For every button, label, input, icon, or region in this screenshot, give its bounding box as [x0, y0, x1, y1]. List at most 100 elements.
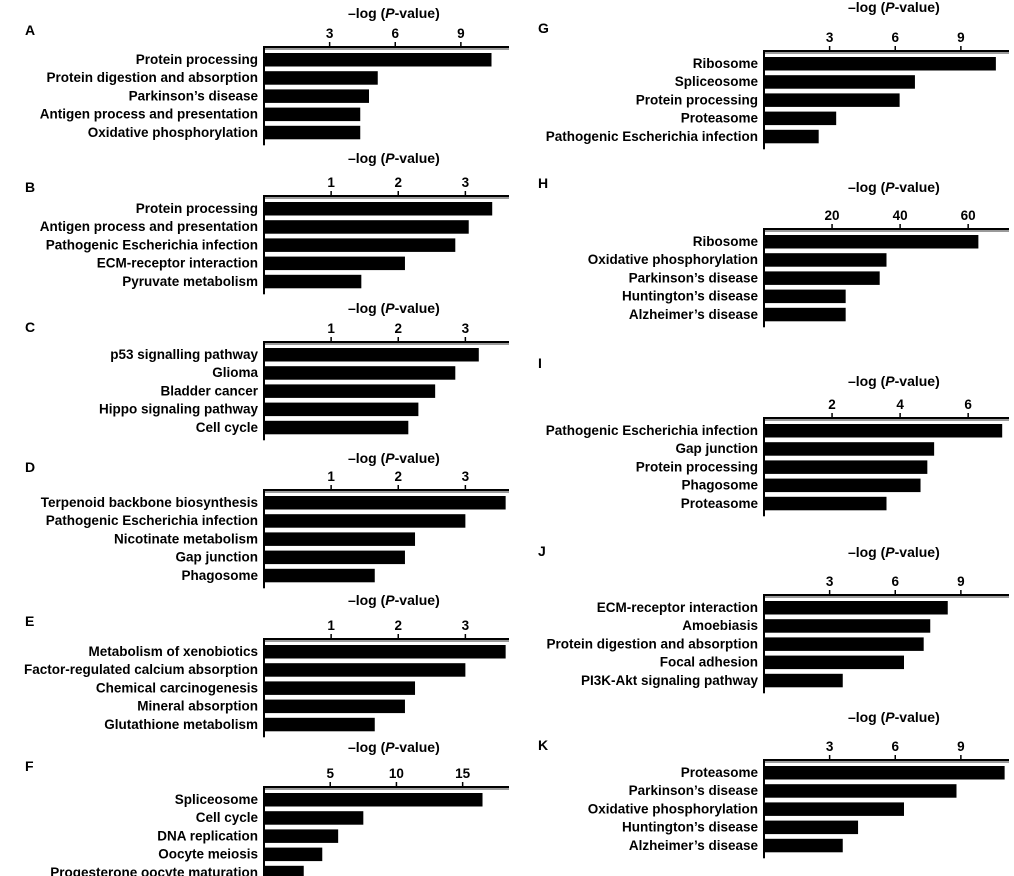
chart-panel-b: B –log (P-value) 1 2 3 Protein processing Anti… [25, 150, 509, 295]
chart-panel-a: A –log (P-value) 3 6 9 Protein processing Prot… [25, 5, 509, 146]
category-label: Progesterone oocyte maturation [50, 865, 258, 876]
category-label: Protein processing [136, 201, 258, 216]
x-tick-label: 9 [957, 30, 965, 45]
bar-2 [764, 253, 887, 267]
panel-letter: D [25, 459, 35, 475]
x-tick-label: 1 [327, 321, 335, 336]
x-tick-label: 4 [896, 397, 904, 412]
bar-4 [264, 402, 419, 417]
chart-panel-k: K –log (P-value) 3 6 9 Proteasome Parkinson’s … [538, 709, 1009, 859]
category-label: Pyruvate metabolism [122, 274, 258, 289]
category-label: Protein digestion and absorption [546, 636, 758, 651]
category-label: p53 signalling pathway [110, 347, 258, 362]
bar-1 [264, 348, 479, 362]
category-label: Parkinson’s disease [629, 783, 759, 798]
x-tick-label: 20 [825, 208, 840, 223]
chart-panel-c: C –log (P-value) 1 2 3 p53 signalling pathway… [25, 300, 509, 441]
bar-1 [764, 424, 1003, 438]
bar-5 [764, 496, 887, 511]
bar-1 [764, 601, 948, 615]
category-label: Hippo signaling pathway [99, 402, 258, 417]
category-label: Protein processing [136, 52, 258, 67]
x-tick-label: 40 [893, 208, 908, 223]
bar-2 [264, 811, 364, 825]
category-label: Spliceosome [675, 74, 759, 89]
bar-4 [764, 655, 904, 670]
category-label: Ribosome [693, 234, 759, 249]
category-label: Bladder cancer [160, 383, 258, 398]
x-tick-label: 2 [394, 469, 402, 484]
category-label: Proteasome [681, 765, 759, 780]
category-label: Parkinson’s disease [129, 88, 259, 103]
category-label: PI3K-Akt signaling pathway [581, 673, 759, 688]
bar-5 [764, 129, 819, 144]
panel-letter: G [538, 20, 549, 36]
x-tick-label: 6 [891, 739, 899, 754]
category-label: Cell cycle [196, 810, 259, 825]
x-tick-label: 3 [462, 175, 470, 190]
bar-3 [264, 238, 456, 252]
bar-1 [764, 57, 996, 71]
bar-4 [264, 699, 405, 714]
panel-letter: J [538, 543, 546, 559]
category-label: Focal adhesion [660, 655, 758, 670]
bar-4 [764, 111, 837, 126]
axis-title: –log (P-value) [348, 739, 440, 755]
bar-5 [264, 420, 409, 435]
bar-1 [264, 53, 492, 67]
chart-panel-g: G –log (P-value) 3 6 9 Ribosome Spliceosome Pro… [538, 0, 1009, 150]
x-tick-label: 15 [455, 766, 471, 781]
bar-3 [264, 384, 436, 398]
x-tick-label: 1 [327, 469, 335, 484]
bar-1 [764, 235, 979, 249]
category-label: Huntington’s disease [622, 289, 759, 304]
chart-panel-e: E –log (P-value) 1 2 3 Metabolism of xenobiot… [24, 592, 509, 738]
category-label: Oxidative phosphorylation [88, 125, 258, 140]
bar-4 [764, 820, 859, 835]
bar-4 [764, 478, 921, 493]
x-tick-label: 1 [327, 175, 335, 190]
bar-4 [264, 107, 361, 122]
bar-3 [264, 532, 416, 546]
category-label: Pathogenic Escherichia infection [46, 237, 258, 252]
bar-3 [264, 829, 339, 843]
category-label: Amoebiasis [682, 618, 758, 633]
x-tick-label: 2 [394, 618, 402, 633]
bar-5 [764, 838, 843, 853]
category-label: DNA replication [157, 828, 258, 843]
category-label: Spliceosome [175, 792, 259, 807]
bar-4 [264, 256, 405, 271]
x-tick-label: 6 [891, 30, 899, 45]
category-label: Protein digestion and absorption [46, 70, 258, 85]
axis-title: –log (P-value) [848, 709, 940, 725]
bar-2 [264, 514, 466, 528]
x-tick-label: 3 [462, 618, 470, 633]
panel-letter: I [538, 355, 542, 371]
category-label: Oxidative phosphorylation [588, 252, 758, 267]
category-label: ECM-receptor interaction [597, 600, 758, 615]
category-label: Pathogenic Escherichia infection [46, 513, 258, 528]
bar-1 [264, 645, 506, 659]
bar-3 [764, 93, 900, 107]
axis-title: –log (P-value) [848, 544, 940, 560]
chart-panel-d: D –log (P-value) 1 2 3 Terpenoid backbone bio… [25, 450, 509, 589]
category-label: Glutathione metabolism [104, 717, 258, 732]
bar-2 [764, 619, 931, 633]
x-tick-label: 2 [828, 397, 836, 412]
category-label: Proteasome [681, 111, 759, 126]
bar-1 [764, 766, 1005, 780]
panel-letter: C [25, 319, 35, 335]
bar-1 [264, 496, 506, 510]
bar-4 [264, 550, 405, 565]
category-label: Antigen process and presentation [40, 219, 258, 234]
category-label: Huntington’s disease [622, 820, 759, 835]
bar-4 [764, 289, 846, 304]
bar-2 [764, 784, 957, 798]
category-label: Proteasome [681, 496, 759, 511]
bar-2 [764, 442, 935, 456]
bar-1 [264, 202, 493, 216]
x-tick-label: 2 [394, 321, 402, 336]
category-label: Protein processing [636, 92, 758, 107]
x-tick-label: 6 [891, 574, 899, 589]
